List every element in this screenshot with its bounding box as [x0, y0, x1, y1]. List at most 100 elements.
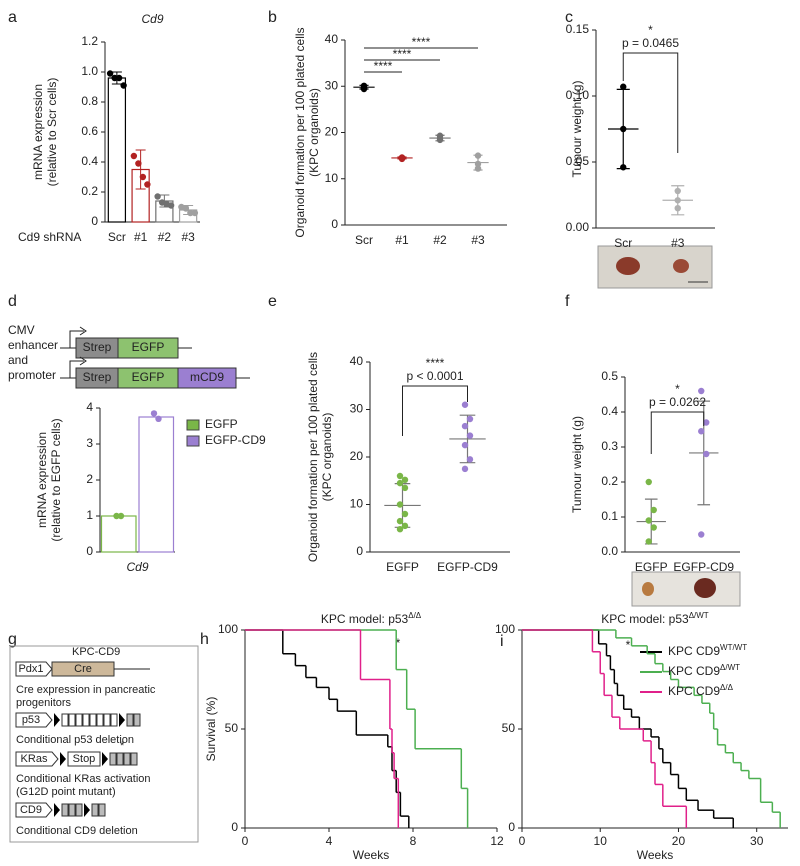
- chart-title: KPC model: p53Δ/Δ: [321, 611, 422, 627]
- significance-bracket: [650, 411, 705, 454]
- legend-label: KPC CD9Δ/WT: [668, 663, 740, 679]
- data-point: [117, 512, 125, 520]
- y-axis-label: mRNA expression: [31, 84, 45, 180]
- tumour-photo: [631, 571, 741, 607]
- data-point: [461, 422, 469, 430]
- caption: Conditional KRas activation: [16, 773, 151, 785]
- construct-box: Strep: [83, 370, 112, 384]
- x-tick-label: #2: [433, 233, 447, 247]
- x-tick-label: 12: [490, 834, 504, 848]
- data-point: [461, 441, 469, 449]
- gene-box: CD9: [20, 804, 42, 816]
- gene-box: Stop: [73, 753, 96, 765]
- legend-label: EGFP: [205, 417, 238, 431]
- x-tick-label: 10: [594, 834, 608, 848]
- data-point: [401, 510, 409, 518]
- legend-label: KPC CD9WT/WT: [668, 643, 747, 659]
- significance-marker: ****: [374, 59, 393, 73]
- legend-label-superscript: Δ/Δ: [720, 683, 734, 692]
- x-tick-label: Scr: [108, 230, 126, 244]
- y-axis-label: Tumour weight (g): [570, 81, 584, 178]
- y-tick-label: 0.4: [601, 404, 618, 418]
- data-point: [645, 478, 652, 486]
- construct-diagram: CMV enhancer and promoter Strep EGFP Str…: [8, 323, 250, 389]
- allele-diagram: g KPC-CD9 Pdx1 Cre Cre expression in pan…: [8, 631, 199, 843]
- x-axis-label: Cd9: [126, 560, 148, 574]
- data-point: [111, 74, 118, 82]
- y-tick-label: 0: [508, 820, 515, 834]
- caption: Conditional p53 deletion: [16, 734, 134, 746]
- y-tick-label: 20: [350, 449, 364, 463]
- significance-marker: *: [648, 23, 653, 37]
- y-tick-label: 100: [218, 622, 238, 636]
- y-tick-label: 0.00: [566, 220, 590, 234]
- data-point: [115, 74, 123, 82]
- y-tick-label: 0: [91, 214, 98, 228]
- x-tick-label: Scr: [355, 233, 373, 247]
- y-tick-label: 1: [86, 508, 93, 522]
- data-point: [106, 70, 114, 77]
- panel-letter: b: [268, 9, 277, 26]
- y-axis-label: Survival (%): [204, 697, 218, 762]
- y-tick-label: 0.05: [566, 154, 590, 168]
- x-tick-label: #3: [181, 230, 195, 244]
- y-tick-label: 1.2: [81, 34, 98, 48]
- data-point: [144, 181, 151, 188]
- y-tick-label: 100: [495, 622, 515, 636]
- y-tick-label: 10: [325, 171, 339, 185]
- p-value: p = 0.0465: [622, 36, 679, 50]
- x-tick-label: 0: [519, 834, 526, 848]
- data-point: [703, 450, 710, 458]
- legend-swatch: [186, 435, 200, 447]
- chart-title: KPC model: p53Δ/WT: [601, 611, 709, 627]
- significance-marker: ****: [393, 47, 412, 61]
- significance-marker: *: [626, 638, 631, 652]
- panel-letter: e: [268, 293, 277, 310]
- x-tick-label: 30: [750, 834, 764, 848]
- y-tick-label: 30: [350, 402, 364, 416]
- y-tick-label: 2: [86, 472, 93, 486]
- caption: Cre expression in pancreatic: [16, 684, 156, 696]
- y-tick-label: 0.10: [566, 88, 590, 102]
- legend-label-text: KPC CD9: [668, 664, 720, 678]
- y-tick-label: 0.6: [81, 124, 98, 138]
- construct-box: mCD9: [190, 370, 224, 384]
- caption: progenitors: [16, 697, 72, 709]
- y-tick-label: 0.2: [81, 184, 98, 198]
- data-point: [113, 512, 120, 520]
- construct-box: EGFP: [132, 340, 165, 354]
- y-axis-label: (KPC organoids): [307, 88, 321, 177]
- panel-letter: i: [500, 633, 504, 650]
- significance-marker: ****: [426, 356, 445, 370]
- data-point: [650, 506, 657, 514]
- y-tick-label: 0.15: [566, 22, 590, 36]
- data-point: [396, 517, 404, 525]
- x-tick-label: #3: [671, 236, 685, 250]
- data-point: [401, 522, 409, 530]
- y-tick-label: 0: [231, 820, 238, 834]
- y-tick-label: 0: [86, 544, 93, 558]
- data-point: [396, 479, 404, 487]
- x-axis-label: Cd9 shRNA: [18, 230, 81, 244]
- legend-label: KPC CD9Δ/Δ: [668, 683, 734, 699]
- data-point: [474, 152, 482, 159]
- chart-title-superscript: Δ/Δ: [408, 611, 422, 620]
- y-tick-label: 0.1: [601, 509, 618, 523]
- x-tick-label: 8: [410, 834, 417, 848]
- data-point: [360, 84, 368, 91]
- y-axis-label: (KPC organoids): [320, 413, 334, 502]
- significance-marker: ****: [412, 35, 431, 49]
- panel-letter: d: [8, 293, 17, 310]
- data-point: [139, 173, 147, 181]
- promoter-label: CMV: [8, 323, 35, 337]
- panel-letter: h: [200, 631, 209, 648]
- y-tick-label: 1.0: [81, 64, 98, 78]
- legend-swatch: [186, 419, 200, 431]
- data-point: [396, 501, 404, 508]
- y-tick-label: 10: [350, 497, 364, 511]
- construct-box: EGFP: [132, 370, 165, 384]
- data-point: [396, 472, 404, 480]
- data-point: [466, 456, 474, 463]
- caption: (G12D point mutant): [16, 786, 116, 798]
- data-point: [191, 209, 199, 217]
